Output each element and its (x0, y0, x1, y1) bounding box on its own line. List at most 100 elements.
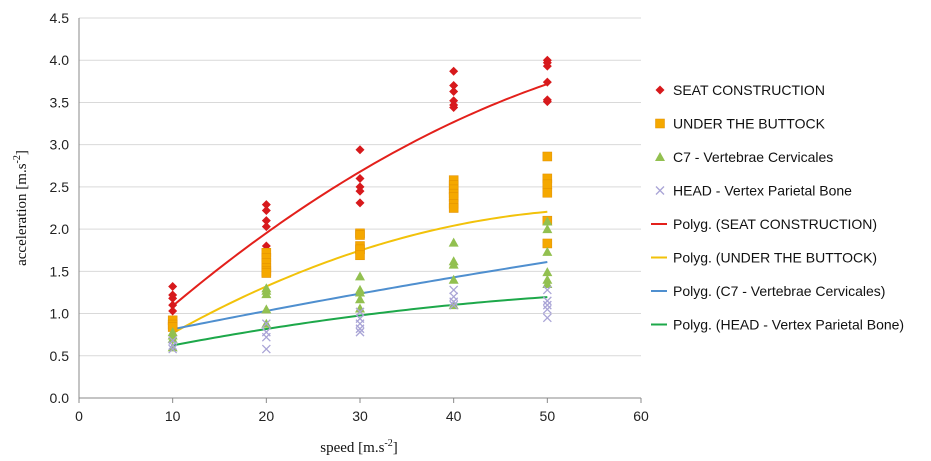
legend-marker (655, 152, 665, 161)
data-point-0 (261, 216, 271, 226)
legend-item: Polyg. (UNDER THE BUTTOCK) (651, 250, 877, 266)
data-point-3 (355, 324, 365, 334)
data-point-0 (449, 86, 459, 96)
data-point-1 (542, 179, 553, 190)
data-point-2 (542, 224, 553, 234)
y-tick-label: 4.0 (50, 52, 70, 68)
data-point-2 (355, 294, 365, 304)
data-point-0 (168, 300, 178, 310)
data-point-0 (168, 293, 178, 303)
legend-item: SEAT CONSTRUCTION (655, 82, 825, 98)
legend-label: C7 - Vertebrae Cervicales (673, 149, 833, 165)
data-point-2 (448, 259, 459, 269)
data-point-0 (449, 103, 459, 113)
data-point-2 (355, 271, 365, 281)
data-point-3 (542, 300, 552, 310)
x-stroke (542, 304, 552, 314)
data-point-3 (449, 300, 459, 310)
x-stroke (355, 324, 365, 334)
legend-label: UNDER THE BUTTOCK (673, 116, 826, 132)
data-point-1 (261, 268, 272, 278)
x-tick-label: 60 (633, 408, 649, 424)
data-point-2 (167, 333, 178, 343)
data-point-1 (355, 250, 365, 261)
legend-label: SEAT CONSTRUCTION (673, 82, 825, 98)
x-tick-label: 40 (446, 408, 462, 424)
data-point-0 (449, 81, 459, 91)
data-point-0 (449, 66, 459, 76)
data-point-1 (542, 188, 553, 198)
data-point-3 (449, 285, 459, 295)
x-stroke (542, 300, 552, 310)
data-point-2 (261, 304, 272, 314)
data-point-3 (542, 304, 552, 314)
x-tick-label: 0 (75, 408, 83, 424)
data-point-2 (542, 279, 553, 288)
data-point-0 (355, 145, 365, 155)
legend-marker (655, 118, 665, 129)
legend-marker (655, 85, 665, 95)
data-point-0 (542, 61, 552, 71)
x-tick-label: 50 (540, 408, 556, 424)
x-stroke (261, 344, 271, 354)
data-point-3 (449, 297, 459, 307)
y-tick-label: 0.0 (50, 390, 70, 406)
legend-item: Polyg. (SEAT CONSTRUCTION) (651, 216, 877, 232)
data-point-2 (542, 267, 553, 277)
legend-item: Polyg. (C7 - Vertebrae Cervicales) (651, 283, 885, 299)
y-tick-label: 0.5 (50, 348, 70, 364)
data-point-0 (542, 77, 552, 87)
legend-marker (655, 186, 665, 195)
data-point-0 (355, 198, 365, 208)
x-stroke (168, 341, 178, 351)
x-stroke (449, 300, 459, 310)
data-point-0 (355, 173, 365, 183)
x-stroke (449, 297, 459, 307)
x-tick-label: 20 (259, 408, 275, 424)
legend-label: Polyg. (HEAD - Vertex Parietal Bone) (673, 317, 904, 333)
x-axis-title: speed [m.s-2] (320, 438, 398, 456)
trendline-0 (172, 83, 548, 307)
data-point-1 (542, 151, 553, 162)
data-point-0 (355, 186, 365, 196)
data-point-2 (448, 237, 459, 247)
data-point-3 (261, 332, 271, 342)
x-stroke (542, 285, 552, 295)
legend-item: Polyg. (HEAD - Vertex Parietal Bone) (651, 317, 904, 333)
data-point-1 (355, 230, 365, 240)
data-point-3 (355, 307, 365, 317)
legend: SEAT CONSTRUCTION UNDER THE BUTTOCK C7 - V… (651, 82, 904, 333)
data-point-0 (261, 222, 271, 232)
x-tick-label: 10 (165, 408, 181, 424)
x-stroke (261, 332, 271, 342)
data-points (167, 55, 553, 354)
x-tick-label: 30 (352, 408, 368, 424)
data-point-0 (542, 97, 552, 107)
legend-label: Polyg. (SEAT CONSTRUCTION) (673, 216, 877, 232)
x-stroke (355, 327, 365, 337)
y-tick-label: 1.0 (50, 306, 70, 322)
data-point-2 (542, 216, 553, 226)
y-tick-label: 2.0 (50, 221, 70, 237)
data-point-3 (168, 341, 178, 351)
data-point-0 (168, 306, 178, 316)
legend-label: HEAD - Vertex Parietal Bone (673, 183, 852, 199)
legend-item: UNDER THE BUTTOCK (655, 116, 826, 132)
legend-label: Polyg. (UNDER THE BUTTOCK) (673, 250, 877, 266)
data-point-0 (168, 282, 178, 292)
y-tick-label: 4.5 (50, 10, 70, 26)
data-point-3 (168, 344, 178, 354)
data-point-1 (542, 238, 553, 249)
x-stroke (355, 307, 365, 317)
data-point-1 (448, 203, 459, 213)
y-tick-label: 3.5 (50, 94, 70, 110)
y-axis-title: acceleration [m.s-2] (12, 150, 30, 266)
x-stroke (168, 344, 178, 354)
data-point-0 (261, 206, 271, 216)
y-tick-label: 2.5 (50, 179, 70, 195)
data-point-0 (261, 200, 271, 210)
x-stroke (449, 285, 459, 295)
data-point-3 (542, 296, 552, 306)
x-stroke (542, 313, 552, 323)
